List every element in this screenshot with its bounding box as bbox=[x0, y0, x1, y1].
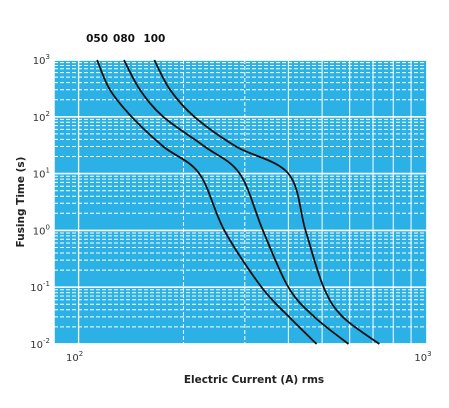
y-tick-label: 102 bbox=[33, 110, 50, 124]
series-100-curve bbox=[153, 59, 380, 345]
plot-background bbox=[54, 60, 427, 344]
series-050-curve bbox=[96, 59, 318, 345]
x-tick-label: 103 bbox=[414, 350, 431, 364]
series-080-label: 080 bbox=[113, 33, 135, 45]
series-080-curve bbox=[123, 59, 350, 345]
series-labels: 050 080 100 bbox=[86, 33, 165, 45]
y-tick-label: 101 bbox=[33, 167, 50, 181]
series-group bbox=[96, 59, 380, 345]
grid bbox=[53, 59, 428, 345]
x-tick-labels: 102 103 bbox=[66, 350, 432, 364]
y-tick-label: 100 bbox=[33, 223, 50, 237]
series-100-label: 100 bbox=[143, 33, 165, 45]
y-tick-label: 10-2 bbox=[30, 337, 50, 351]
series-050-label: 050 bbox=[86, 33, 108, 45]
y-tick-labels: 103 102 101 100 10-1 10-2 bbox=[30, 53, 50, 351]
y-tick-label: 10-1 bbox=[30, 280, 50, 294]
plot-frame bbox=[53, 59, 428, 345]
x-axis-title: Electric Current (A) rms bbox=[184, 374, 324, 386]
y-tick-label: 103 bbox=[33, 53, 50, 67]
y-axis-title: Fusing Time (s) bbox=[15, 157, 27, 248]
x-tick-label: 102 bbox=[66, 350, 83, 364]
